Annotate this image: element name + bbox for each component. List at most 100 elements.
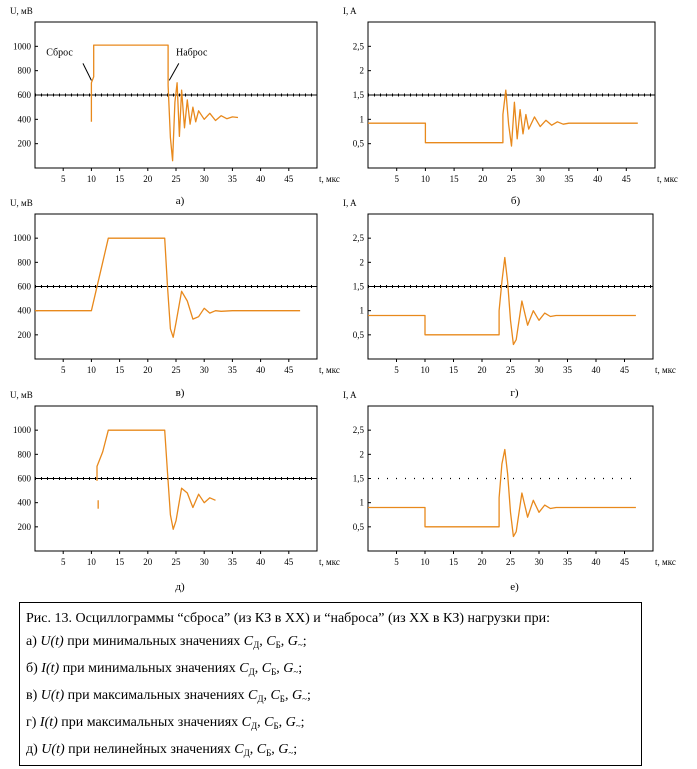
x-tick-label: 30 — [536, 174, 546, 184]
panel-label: д) — [175, 581, 185, 593]
caption-item-symbols: CД, CБ, G~; — [234, 742, 298, 758]
x-tick-label: 25 — [172, 557, 182, 567]
caption-item-text: при минимальных значениях — [59, 661, 240, 676]
x-tick-label: 10 — [87, 557, 97, 567]
caption-item: е) I(t) при нелинейных значениях CД, CБ,… — [26, 765, 635, 766]
caption-item-function: U(t) — [41, 742, 65, 757]
x-tick-label: 35 — [228, 174, 238, 184]
x-tick-label: 45 — [622, 174, 632, 184]
x-tick-label: 30 — [200, 557, 210, 567]
caption-item-symbols: CД, CБ, G~; — [241, 715, 305, 731]
caption-item-function: I(t) — [41, 661, 60, 676]
x-tick-label: 15 — [450, 174, 460, 184]
x-tick-label: 40 — [256, 557, 266, 567]
x-tick-label: 20 — [143, 365, 153, 375]
x-axis-label: t, мкс — [655, 365, 676, 375]
panel-4: 5 10 15 20 25 30 35 40 45 0,5 1 1,5 2 2,5 I, A t, мкс — [343, 198, 676, 375]
x-tick-label: 15 — [115, 365, 125, 375]
x-tick-label: 20 — [478, 174, 488, 184]
x-axis-label: t, мкс — [319, 365, 340, 375]
x-tick-label: 10 — [421, 365, 431, 375]
x-tick-label: 20 — [478, 365, 488, 375]
trace-line-1 — [368, 89, 638, 147]
y-tick-label: 400 — [18, 114, 32, 124]
y-axis-label: I, A — [343, 390, 357, 400]
x-tick-label: 5 — [394, 365, 399, 375]
caption-item: а) U(t) при минимальных значениях CД, CБ… — [26, 630, 635, 657]
annotation-reset-pointer — [82, 63, 92, 81]
y-axis-label: I, A — [343, 6, 357, 16]
x-tick-label: 40 — [592, 557, 602, 567]
x-tick-label: 20 — [478, 557, 488, 567]
y-tick-label: 1,5 — [353, 90, 365, 100]
x-axis-label: t, мкс — [655, 557, 676, 567]
y-tick-label: 2 — [360, 66, 365, 76]
x-tick-label: 45 — [284, 557, 294, 567]
x-tick-label: 30 — [200, 365, 210, 375]
x-tick-label: 10 — [87, 365, 97, 375]
x-tick-label: 25 — [172, 365, 182, 375]
y-tick-label: 800 — [18, 449, 32, 459]
y-tick-label: 800 — [18, 257, 32, 267]
panel-label: а) — [176, 195, 185, 207]
y-tick-label: 1,5 — [353, 474, 365, 484]
y-tick-label: 200 — [18, 330, 32, 340]
y-tick-label: 1000 — [13, 425, 32, 435]
caption-item: д) U(t) при нелинейных значениях CД, CБ,… — [26, 738, 635, 765]
x-tick-label: 45 — [284, 174, 294, 184]
x-tick-label: 45 — [620, 557, 630, 567]
x-tick-label: 35 — [563, 557, 573, 567]
y-tick-label: 400 — [18, 306, 32, 316]
caption-item-text: при нелинейных значениях — [64, 742, 235, 757]
x-tick-label: 15 — [115, 557, 125, 567]
y-axis-label: U, мВ — [10, 6, 33, 16]
caption-item-symbols: CД, CБ, G~; — [247, 688, 311, 704]
x-tick-label: 30 — [535, 557, 545, 567]
x-tick-label: 40 — [592, 365, 602, 375]
x-tick-label: 25 — [506, 365, 516, 375]
y-tick-label: 1000 — [13, 233, 32, 243]
caption-item-label: г) — [26, 715, 40, 730]
x-tick-label: 45 — [284, 365, 294, 375]
trace-line-1 — [368, 256, 636, 346]
x-tick-label: 5 — [394, 557, 399, 567]
y-tick-label: 600 — [18, 282, 32, 292]
x-tick-label: 5 — [394, 174, 399, 184]
caption-item-function: I(t) — [39, 715, 58, 730]
caption-intro: Рис. 13. Осциллограммы “сброса” (из КЗ в… — [26, 611, 550, 626]
annotation-surge: Наброс — [176, 47, 208, 58]
x-tick-label: 15 — [449, 365, 459, 375]
x-tick-label: 35 — [563, 365, 573, 375]
panel-1: 5 10 15 20 25 30 35 40 45 200 400 600 800 1000 U, мВ t,… — [10, 6, 340, 184]
x-tick-label: 35 — [228, 365, 238, 375]
x-tick-label: 25 — [172, 174, 182, 184]
x-axis-label: t, мкс — [319, 174, 340, 184]
x-tick-label: 5 — [61, 365, 66, 375]
x-tick-label: 35 — [564, 174, 574, 184]
x-tick-label: 40 — [256, 365, 266, 375]
trace-line-1 — [368, 448, 636, 538]
x-axis-label: t, мкс — [319, 557, 340, 567]
annotation-surge-pointer — [168, 63, 180, 81]
y-tick-label: 1000 — [13, 41, 32, 51]
y-tick-label: 2,5 — [353, 233, 365, 243]
panel-3: 5 10 15 20 25 30 35 40 45 200 400 600 800 1000 U, мВ t,… — [10, 198, 340, 375]
caption-item-symbols: CД, CБ, G~; — [239, 661, 303, 677]
y-tick-label: 2,5 — [353, 425, 365, 435]
x-tick-label: 10 — [421, 557, 431, 567]
y-tick-label: 0,5 — [353, 139, 365, 149]
y-tick-label: 200 — [18, 139, 32, 149]
y-tick-label: 200 — [18, 522, 32, 532]
x-tick-label: 5 — [61, 557, 66, 567]
annotation-reset: Сброс — [46, 47, 73, 58]
caption-item: в) U(t) при максимальных значениях CД, C… — [26, 684, 635, 711]
x-tick-label: 5 — [61, 174, 66, 184]
y-axis-label: U, мВ — [10, 390, 33, 400]
y-tick-label: 2,5 — [353, 41, 365, 51]
x-tick-label: 20 — [143, 557, 153, 567]
y-axis-label: U, мВ — [10, 198, 33, 208]
caption-item-label: а) — [26, 634, 41, 649]
y-tick-label: 1 — [360, 306, 365, 316]
trace-line-1 — [90, 44, 239, 162]
